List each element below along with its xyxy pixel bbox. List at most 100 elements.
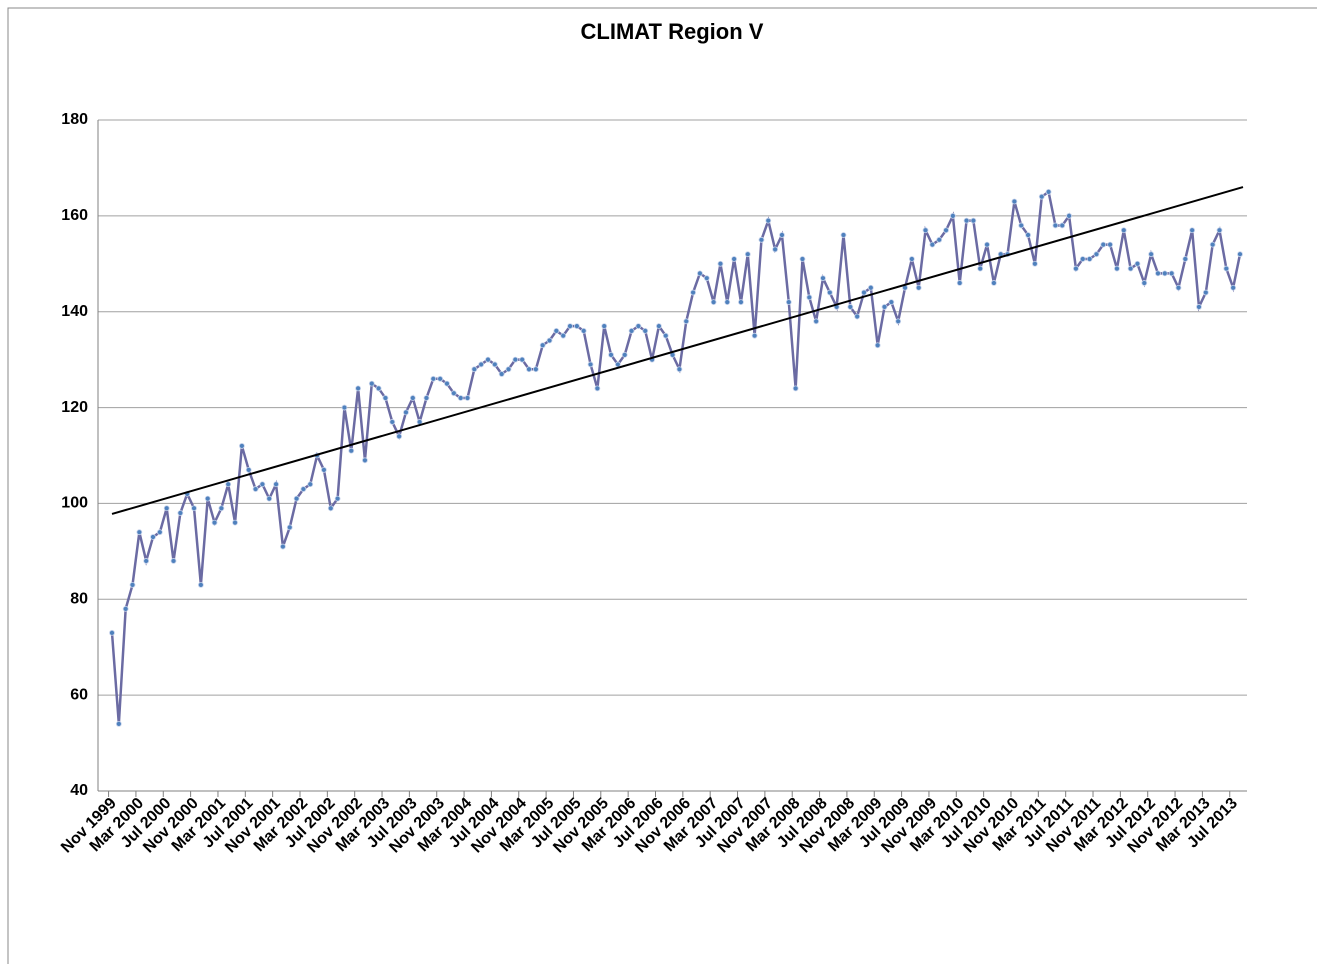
data-point: [772, 246, 779, 253]
data-point: [1161, 270, 1168, 277]
data-point: [861, 289, 867, 296]
data-point: [1196, 304, 1202, 310]
data-point: [341, 404, 348, 411]
data-point: [1223, 265, 1230, 272]
data-point: [676, 366, 683, 373]
data-point: [334, 495, 341, 502]
data-point: [1237, 251, 1243, 258]
data-point: [375, 385, 382, 392]
y-tick-label: 160: [61, 207, 88, 224]
y-tick-label: 60: [70, 686, 88, 703]
data-point: [286, 524, 293, 531]
data-point: [1209, 241, 1216, 248]
data-point: [368, 380, 375, 387]
data-point: [881, 304, 888, 310]
data-point: [1148, 251, 1155, 258]
data-point: [642, 327, 649, 334]
data-point: [703, 275, 710, 282]
data-point: [1059, 222, 1066, 229]
data-point: [197, 582, 204, 588]
data-point: [430, 375, 437, 382]
data-point: [990, 280, 997, 286]
data-point: [1038, 193, 1045, 200]
data-point: [908, 256, 915, 262]
data-point: [573, 323, 580, 329]
data-point: [601, 323, 608, 329]
chart-frame: [7, 7, 1317, 964]
data-point: [450, 390, 457, 397]
data-point: [191, 505, 197, 512]
data-point: [163, 505, 170, 512]
data-point: [1114, 265, 1120, 272]
data-point: [457, 395, 464, 401]
data-point: [656, 323, 662, 329]
data-point: [150, 534, 156, 540]
data-point: [820, 275, 826, 282]
data-point: [129, 582, 136, 588]
data-point: [498, 371, 505, 377]
data-point: [929, 241, 936, 248]
data-point: [259, 481, 266, 488]
data-point: [1011, 198, 1018, 205]
data-point: [806, 294, 813, 301]
data-point: [580, 327, 587, 334]
data-point: [512, 356, 519, 363]
data-point: [895, 318, 902, 325]
data-point: [211, 519, 218, 526]
data-point: [1032, 260, 1038, 267]
data-point: [1175, 284, 1182, 291]
data-point: [560, 332, 567, 339]
data-point: [403, 409, 409, 416]
data-point: [396, 433, 403, 440]
data-point: [840, 232, 847, 238]
data-point: [1127, 265, 1134, 272]
data-point: [724, 299, 731, 306]
data-point: [608, 351, 614, 358]
data-point: [874, 342, 881, 349]
data-point: [136, 529, 143, 536]
data-point: [307, 481, 314, 488]
data-point: [697, 270, 703, 277]
data-point: [867, 284, 874, 291]
data-point: [731, 256, 738, 262]
data-point: [614, 361, 621, 368]
data-point: [485, 356, 491, 363]
data-point: [444, 380, 450, 387]
data-point: [170, 558, 177, 564]
data-point: [238, 443, 245, 449]
data-point: [491, 361, 498, 368]
data-point: [1107, 241, 1114, 248]
data-point: [143, 558, 150, 564]
data-point: [252, 486, 259, 492]
y-tick-label: 120: [61, 399, 88, 416]
data-point: [532, 366, 539, 373]
data-point: [854, 313, 861, 320]
data-point: [1189, 227, 1196, 234]
data-point: [327, 505, 334, 512]
data-point: [717, 260, 724, 267]
data-point: [635, 323, 642, 329]
data-point: [437, 375, 444, 382]
data-point: [1086, 256, 1093, 262]
data-point: [355, 385, 362, 392]
data-point: [300, 486, 307, 492]
data-point: [526, 366, 532, 373]
y-tick-label: 40: [70, 782, 88, 799]
data-point: [1073, 265, 1079, 272]
data-point: [751, 332, 758, 339]
data-point: [478, 361, 485, 368]
data-point: [218, 505, 225, 512]
data-point: [813, 318, 820, 325]
data-point: [177, 510, 184, 516]
data-point: [1134, 260, 1141, 267]
y-tick-label: 80: [70, 591, 88, 608]
data-point: [1052, 222, 1059, 229]
y-tick-label: 100: [61, 495, 88, 512]
y-tick-label: 180: [61, 111, 88, 128]
data-point: [690, 289, 696, 296]
data-point: [464, 395, 471, 401]
data-point: [1018, 222, 1025, 229]
data-point: [662, 332, 669, 339]
